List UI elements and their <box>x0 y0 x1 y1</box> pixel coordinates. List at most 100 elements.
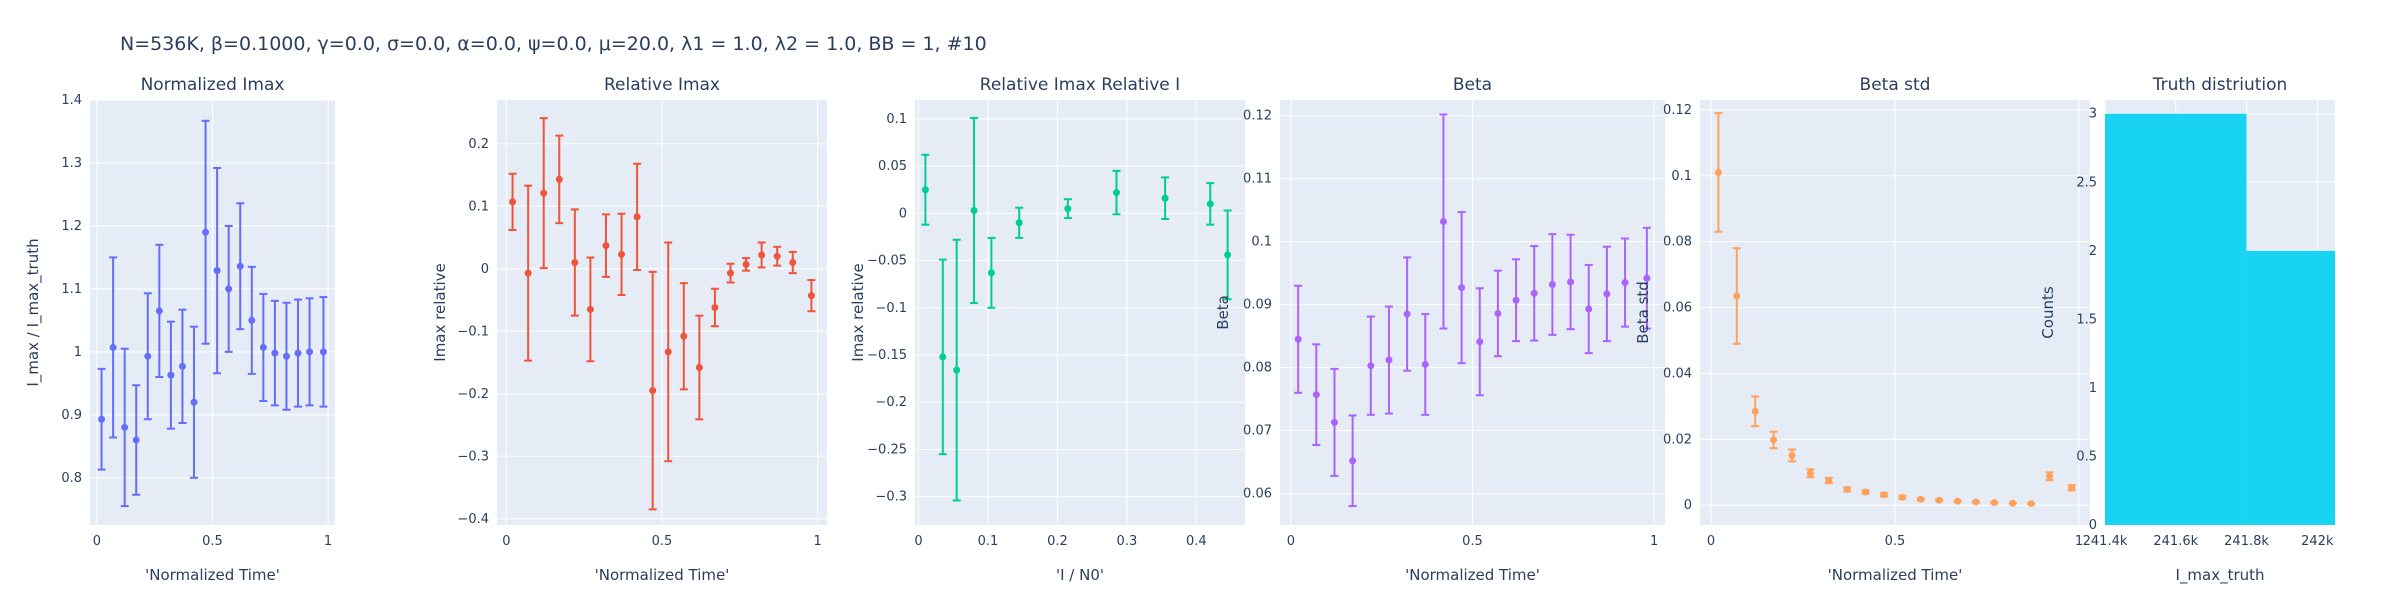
x-tick-label: 0.1 <box>978 534 999 549</box>
data-point <box>178 362 186 370</box>
data-point <box>1476 338 1484 346</box>
x-axis-label: 'Normalized Time' <box>1405 566 1540 584</box>
data-point <box>586 305 594 313</box>
x-axis-label: 'I / N0' <box>1056 566 1104 584</box>
x-tick-label: 0.2 <box>1047 534 1068 549</box>
data-point <box>294 349 302 357</box>
histogram-bar <box>2246 250 2335 525</box>
data-point <box>970 207 978 214</box>
y-tick-label: 0.04 <box>1663 366 1692 381</box>
figure-title: N=536K, β=0.1000, γ=0.0, σ=0.0, α=0.0, ψ… <box>120 33 987 55</box>
subplot-title: Truth distriution <box>2152 75 2288 95</box>
data-point <box>1567 278 1575 286</box>
y-axis-label: Imax relative <box>431 263 449 361</box>
data-point <box>1643 274 1651 282</box>
subplot-1: 0.8 0.9 1 1.1 1.2 1.3 1.4 0 0.5 1 Normalized Imax '… <box>24 75 335 584</box>
x-tick-label: 241.8k <box>2224 534 2269 549</box>
data-point <box>1917 495 1925 503</box>
x-tick-label: 0.5 <box>202 534 223 549</box>
data-point <box>1421 360 1429 368</box>
data-point <box>202 228 210 236</box>
y-tick-label: 0.9 <box>61 408 82 423</box>
data-point <box>555 175 563 183</box>
x-axis-label: 'Normalized Time' <box>145 566 280 584</box>
data-point <box>132 436 140 444</box>
plot-area <box>915 100 1245 525</box>
subplot-3: −0.3 −0.25 −0.2 −0.15 −0.1 −0.05 0 0.05 0.1 0 0.1 0… <box>849 75 1245 584</box>
y-tick-label: 0.1 <box>468 199 489 214</box>
data-point <box>1064 205 1072 213</box>
data-point <box>1312 391 1320 399</box>
data-point <box>664 348 672 356</box>
data-point <box>1954 497 1962 505</box>
subplot-title: Beta std <box>1860 75 1931 95</box>
x-tick-label: 0 <box>1287 534 1295 549</box>
data-point <box>807 292 815 300</box>
data-point <box>1788 451 1796 459</box>
data-point <box>1585 305 1593 313</box>
y-tick-label: 0.1 <box>886 112 907 127</box>
data-point <box>236 262 244 270</box>
data-point <box>213 267 221 275</box>
x-tick-label: 1 <box>2075 534 2083 549</box>
y-axis-label: Beta <box>1214 295 1232 330</box>
y-axis-label: I_max / I_max_truth <box>24 238 43 386</box>
data-point <box>2009 499 2017 507</box>
y-tick-label: −0.15 <box>867 348 907 363</box>
data-point <box>571 259 579 266</box>
y-tick-label: 1.2 <box>61 219 82 234</box>
data-point <box>1367 362 1375 370</box>
data-point <box>695 364 703 371</box>
y-tick-label: 0.1 <box>1251 235 1272 250</box>
subplot-title: Normalized Imax <box>141 75 285 95</box>
x-axis-label: I_max_truth <box>2175 566 2264 585</box>
data-point <box>939 353 947 361</box>
y-tick-label: 0.5 <box>2076 449 2097 464</box>
y-tick-label: 0.12 <box>1243 109 1272 124</box>
y-tick-label: 0.06 <box>1243 487 1272 502</box>
data-point <box>1206 200 1214 208</box>
y-tick-label: 0.2 <box>468 137 489 152</box>
data-point <box>633 213 641 221</box>
y-tick-label: 0.02 <box>1663 432 1692 447</box>
y-tick-label: 3 <box>2089 107 2097 122</box>
x-tick-label: 0.5 <box>1885 534 1906 549</box>
data-point <box>602 242 610 250</box>
data-point <box>121 423 129 431</box>
x-tick-label: 0.3 <box>1117 534 1138 549</box>
data-point <box>1990 499 1998 507</box>
data-point <box>1458 284 1466 292</box>
y-tick-label: 2 <box>2089 244 2097 259</box>
x-tick-label: 0 <box>1707 534 1715 549</box>
data-point <box>524 269 532 277</box>
data-point <box>306 348 314 356</box>
data-point <box>953 366 961 374</box>
data-point <box>1862 488 1870 496</box>
data-point <box>540 189 548 197</box>
y-tick-label: 1.1 <box>61 282 82 297</box>
y-tick-label: −0.05 <box>867 254 907 269</box>
y-tick-label: 1.5 <box>2076 312 2097 327</box>
x-tick-label: 241.4k <box>2083 534 2128 549</box>
data-point <box>1935 496 1943 504</box>
data-point <box>248 316 256 324</box>
data-point <box>1294 335 1302 343</box>
data-point <box>680 332 688 340</box>
data-point <box>1224 251 1232 259</box>
data-point <box>1349 457 1357 465</box>
data-point <box>259 343 267 351</box>
data-point <box>1972 498 1980 506</box>
data-point <box>1530 289 1538 297</box>
data-point <box>1494 309 1502 317</box>
y-tick-label: 0.09 <box>1243 298 1272 313</box>
y-tick-label: −0.1 <box>457 324 489 339</box>
y-tick-label: −0.25 <box>867 442 907 457</box>
data-point <box>225 285 233 293</box>
y-tick-label: 1.3 <box>61 156 82 171</box>
y-tick-label: −0.4 <box>457 512 489 527</box>
data-point <box>167 371 175 379</box>
x-tick-label: 0 <box>914 534 922 549</box>
data-point <box>1385 356 1393 364</box>
x-axis-label: 'Normalized Time' <box>595 566 730 584</box>
